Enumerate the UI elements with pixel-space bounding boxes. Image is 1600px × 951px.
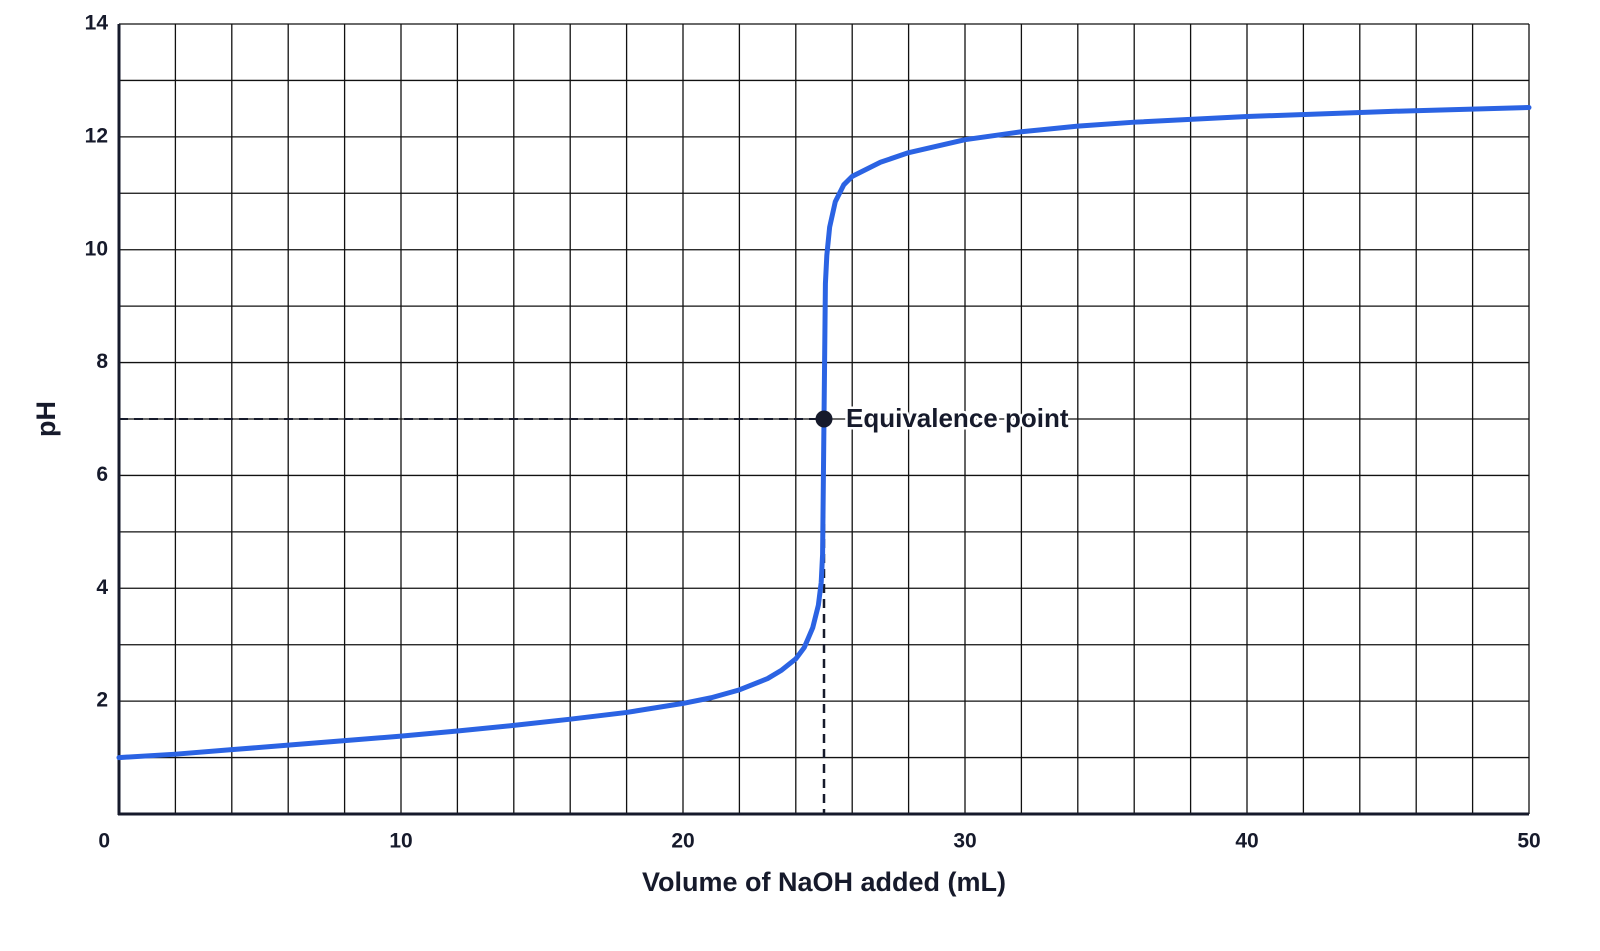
- x-tick-label: 0: [98, 830, 110, 853]
- y-tick-label: 14: [85, 12, 109, 35]
- titration-curve: [116, 105, 1532, 761]
- x-axis-title: Volume of NaOH added (mL): [642, 867, 1006, 897]
- y-tick-label: 6: [96, 463, 108, 486]
- y-axis-title: pH: [31, 401, 61, 437]
- equivalence-point: [815, 410, 833, 428]
- y-tick-label: 12: [85, 124, 108, 147]
- x-tick-label: 50: [1517, 830, 1540, 853]
- x-tick-label: 20: [671, 830, 694, 853]
- y-tick-label: 4: [96, 576, 108, 599]
- y-tick-label: 2: [96, 689, 108, 712]
- x-tick-label: 40: [1235, 830, 1258, 853]
- annotation-label: Equivalence point: [846, 403, 1069, 433]
- x-tick-label: 30: [953, 830, 976, 853]
- y-tick-label: 10: [85, 237, 108, 260]
- y-tick-label: 8: [96, 350, 108, 373]
- x-tick-label: 10: [389, 830, 412, 853]
